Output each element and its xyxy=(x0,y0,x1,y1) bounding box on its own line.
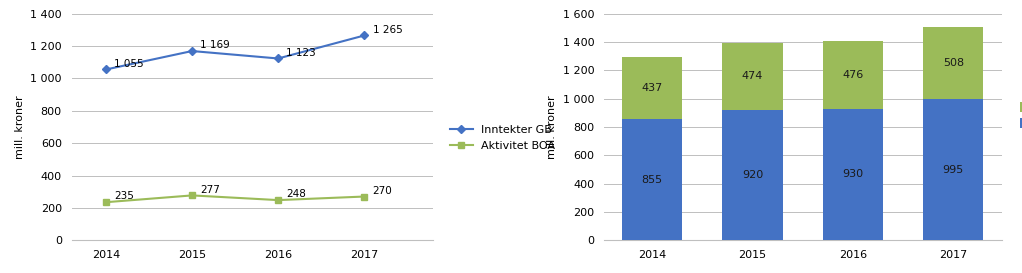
Y-axis label: mill. kroner: mill. kroner xyxy=(14,95,25,159)
Text: 474: 474 xyxy=(742,71,763,81)
Text: 508: 508 xyxy=(942,58,964,68)
Text: 277: 277 xyxy=(200,185,221,195)
Text: 1 265: 1 265 xyxy=(373,25,403,35)
Text: 930: 930 xyxy=(842,169,864,179)
Text: 476: 476 xyxy=(842,70,864,80)
Text: 855: 855 xyxy=(642,175,662,185)
Bar xyxy=(723,43,783,110)
Text: 1 055: 1 055 xyxy=(114,59,144,69)
Legend: Inntekter GB, Aktivitet BOA: Inntekter GB, Aktivitet BOA xyxy=(446,121,560,156)
Bar xyxy=(622,57,683,119)
Text: 995: 995 xyxy=(942,165,964,175)
Text: 437: 437 xyxy=(642,83,662,93)
Text: 920: 920 xyxy=(742,170,763,180)
Bar xyxy=(823,109,883,240)
Bar xyxy=(622,119,683,240)
Y-axis label: mill. kroner: mill. kroner xyxy=(547,95,557,159)
Text: 1 169: 1 169 xyxy=(200,40,230,50)
Bar xyxy=(723,110,783,240)
Bar xyxy=(823,41,883,109)
Bar xyxy=(923,27,983,99)
Text: 1 123: 1 123 xyxy=(286,48,316,58)
Text: 270: 270 xyxy=(373,186,392,196)
Legend: Driftskostnader, Lønnskostnader: Driftskostnader, Lønnskostnader xyxy=(1015,98,1022,133)
Text: 235: 235 xyxy=(114,191,134,201)
Text: 248: 248 xyxy=(286,189,307,199)
Bar xyxy=(923,99,983,240)
